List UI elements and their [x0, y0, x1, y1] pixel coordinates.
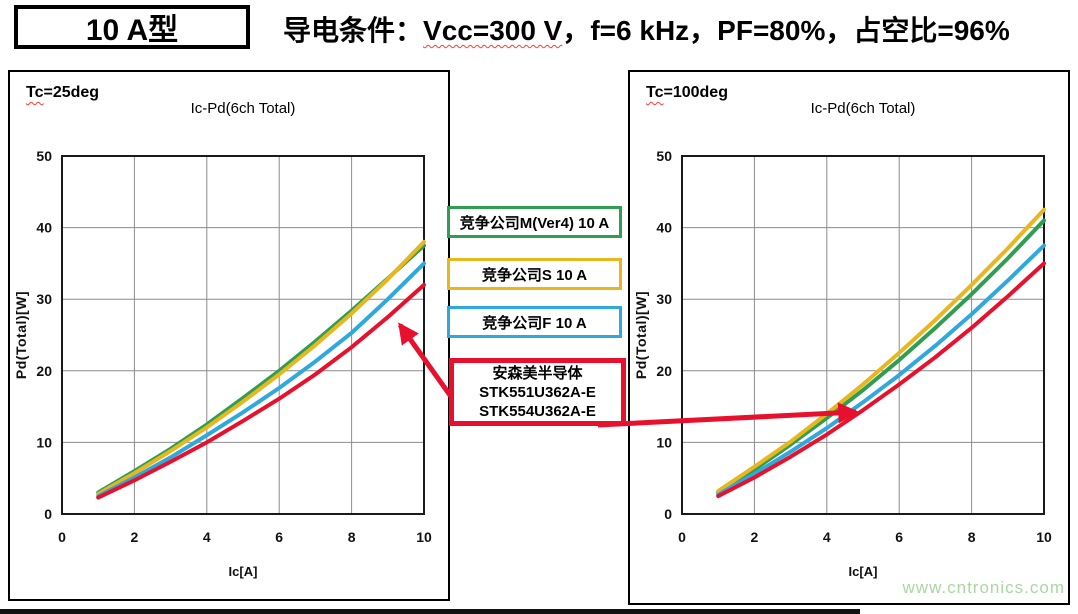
series-line-1	[96, 239, 426, 496]
legend-label: 竞争公司S 10 A	[481, 266, 588, 284]
x-tick-label: 10	[1036, 529, 1052, 545]
x-tick-label: 10	[416, 529, 432, 545]
legend-box-competitor-f: 竞争公司F 10 A	[447, 306, 622, 338]
panel-temp-label-value: =100deg	[663, 84, 728, 101]
onsemi-part-2: STK554U362A-E	[479, 402, 596, 420]
legend-box-competitor-s: 竞争公司S 10 A	[447, 258, 622, 290]
y-tick-label: 30	[36, 291, 52, 307]
panel-temp-label: Tc=25deg	[26, 84, 99, 102]
series-line-3	[716, 261, 1046, 499]
onsemi-name: 安森美半导体	[492, 364, 583, 382]
legend-box-competitor-m: 竞争公司M(Ver4) 10 A	[447, 206, 622, 238]
x-tick-label: 8	[968, 529, 976, 545]
y-tick-label: 20	[36, 363, 52, 379]
condition-prefix: 导电条件：	[283, 15, 424, 46]
onsemi-part-box: 安森美半导体 STK551U362A-E STK554U362A-E	[449, 358, 626, 426]
x-axis-label: Ic[A]	[229, 564, 258, 579]
chart-panel-tc25deg: Tc=25deg Ic-Pd(6ch Total) 0 2 4 6 8 10 0 10 20 30…	[8, 70, 450, 601]
panel-temp-label: Tc=100deg	[646, 84, 728, 102]
chart-title: Ic-Pd(6ch Total)	[190, 100, 296, 117]
series-line-1	[716, 207, 1046, 494]
type-label-box: 10 A型	[14, 5, 250, 49]
legend-label: 竞争公司F 10 A	[482, 314, 587, 332]
y-tick-label: 0	[44, 506, 52, 522]
y-tick-label: 0	[664, 506, 672, 522]
x-tick-label: 0	[58, 529, 66, 545]
x-tick-label: 2	[131, 529, 139, 545]
y-tick-label: 40	[36, 220, 52, 236]
chart-title: Ic-Pd(6ch Total)	[810, 100, 916, 117]
x-tick-label: 0	[678, 529, 686, 545]
y-tick-label: 10	[36, 434, 52, 450]
series-line-2	[716, 243, 1046, 497]
condition-vcc: Vcc=300 V	[423, 15, 563, 46]
x-tick-label: 6	[275, 529, 283, 545]
slide-bottom-edge	[0, 609, 860, 614]
x-axis-label: Ic[A]	[849, 564, 878, 579]
panel-temp-label-tc: Tc	[26, 84, 44, 101]
x-tick-label: 8	[348, 529, 356, 545]
plot-frame	[681, 155, 1045, 515]
chart-plot-tc100deg: 0 2 4 6 8 10 0 10 20 30 40 50 Ic[A] Pd(Total)[W]	[633, 148, 1052, 579]
y-tick-label: 20	[656, 363, 672, 379]
x-tick-label: 2	[751, 529, 759, 545]
type-label: 10 A型	[85, 14, 179, 47]
plot-frame	[61, 155, 425, 515]
series-line-0	[96, 243, 426, 495]
y-tick-label: 50	[36, 148, 52, 164]
x-tick-label: 4	[823, 529, 831, 545]
watermark: www.cntronics.com	[902, 578, 1065, 597]
chart-panel-tc100deg: Tc=100deg Ic-Pd(6ch Total) 0 2 4 6 8 10 0 10 20 3…	[628, 70, 1070, 605]
y-tick-label: 30	[656, 291, 672, 307]
condition-text: 导电条件：Vcc=300 V，f=6 kHz，PF=80%，占空比=96%	[283, 9, 1010, 49]
y-tick-label: 40	[656, 220, 672, 236]
chart-plot-tc25deg: 0 2 4 6 8 10 0 10 20 30 40 50 Ic[A] Pd(Total)[W]	[13, 148, 432, 579]
onsemi-part-1: STK551U362A-E	[479, 383, 596, 401]
y-axis-label: Pd(Total)[W]	[633, 291, 649, 379]
panel-temp-label-tc: Tc	[646, 84, 664, 101]
y-tick-label: 50	[656, 148, 672, 164]
panel-temp-label-value: =25deg	[43, 84, 100, 101]
y-axis-label: Pd(Total)[W]	[13, 291, 29, 379]
x-tick-label: 4	[203, 529, 211, 545]
series-line-0	[716, 218, 1046, 495]
series-line-3	[96, 282, 426, 500]
condition-rest: ，f=6 kHz，PF=80%，占空比=96%	[562, 15, 1010, 46]
legend-label: 竞争公司M(Ver4) 10 A	[459, 214, 610, 232]
series-line-2	[96, 261, 426, 499]
x-tick-label: 6	[895, 529, 903, 545]
y-tick-label: 10	[656, 434, 672, 450]
